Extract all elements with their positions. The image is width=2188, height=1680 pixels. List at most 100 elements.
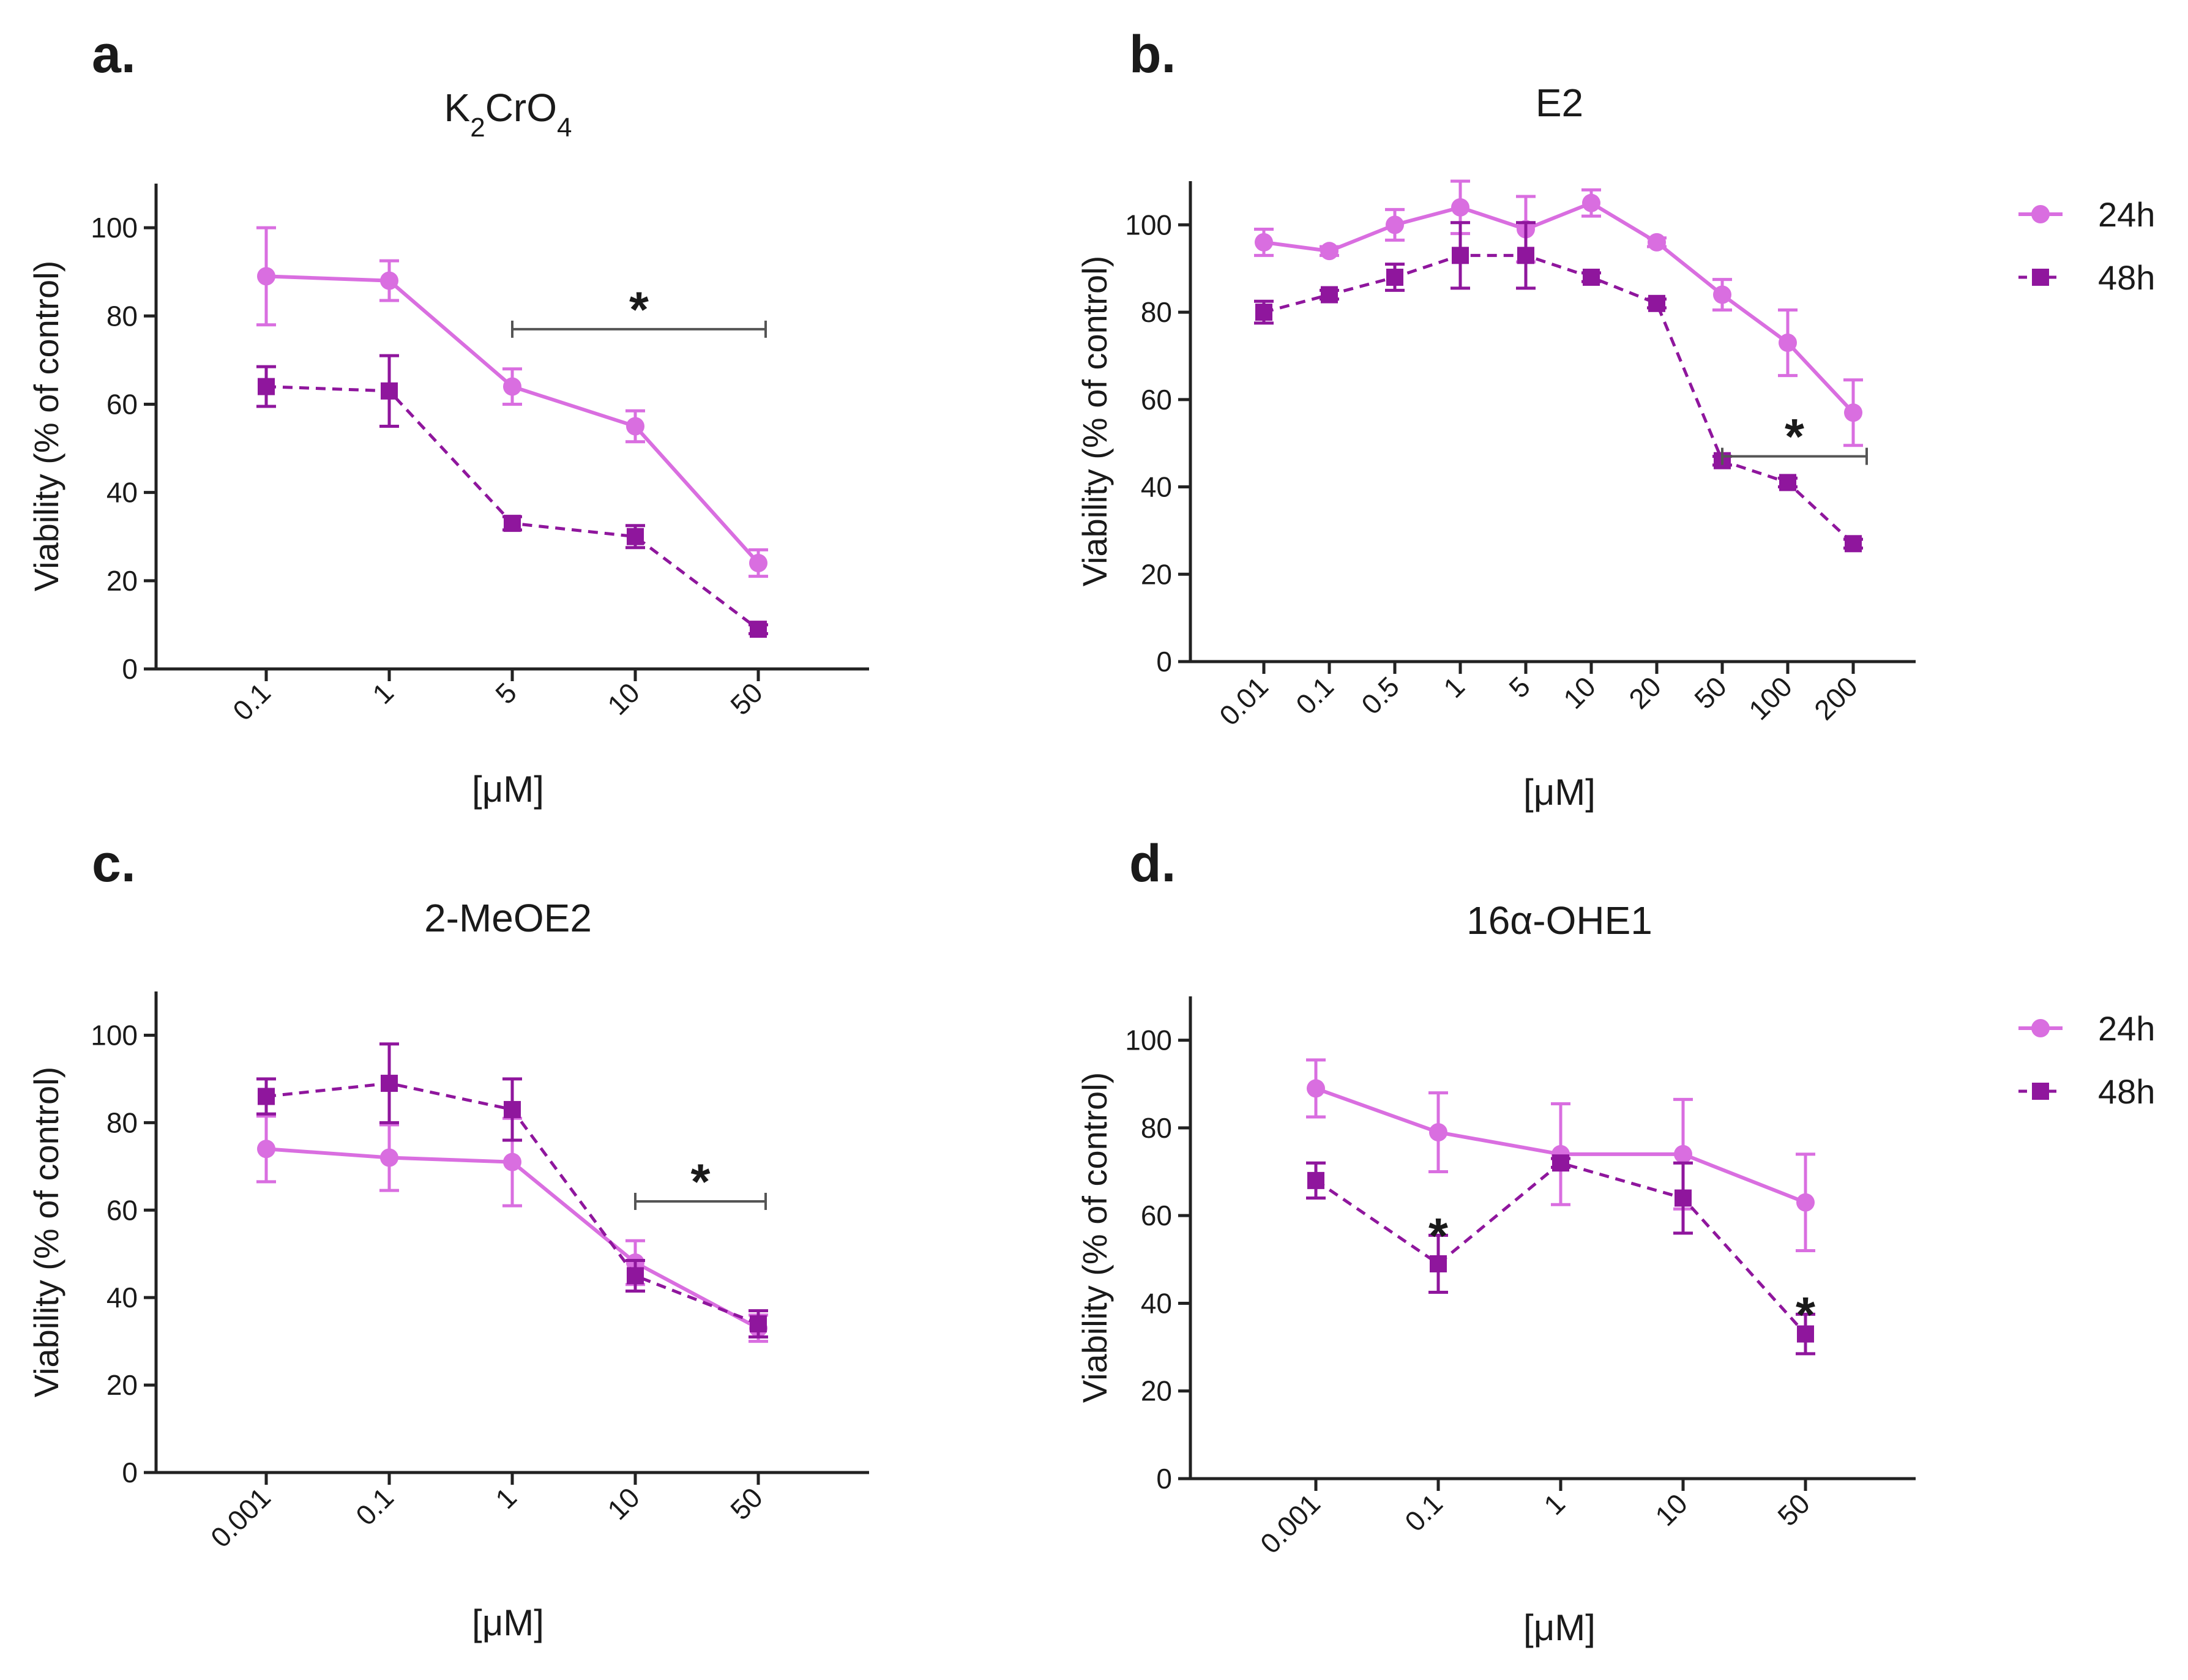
y-tick-label: 0 (1156, 1463, 1172, 1495)
data-point-24h (626, 417, 644, 436)
data-point-24h (749, 553, 767, 572)
y-tick-label: 60 (1141, 1200, 1172, 1231)
data-point-48h (258, 1088, 275, 1105)
series-line-24h (1263, 201, 1855, 414)
panel-title: 2-MeOE2 (424, 896, 592, 940)
data-point-24h (1429, 1123, 1447, 1142)
x-tick-label: 5 (489, 676, 523, 710)
legend-marker-24h (2031, 1019, 2050, 1037)
series-line-48h (1263, 253, 1854, 545)
y-axis-label: Viability (% of control) (1075, 1072, 1114, 1403)
y-tick-label: 40 (1141, 1287, 1172, 1319)
panel-d: d. 16α-OHE1 0 20 40 60 80 100 0.001 0.1 1 10 50 Viabi… (1075, 834, 1916, 1648)
data-point-48h (1675, 1189, 1692, 1207)
y-tick-label: 60 (106, 388, 138, 420)
x-tick-label: 1 (489, 1481, 523, 1515)
x-tick-label: 0.001 (204, 1481, 277, 1553)
legend-label-48h: 48h (2098, 1072, 2155, 1111)
data-point-24h (1451, 198, 1469, 217)
significance-star: * (1785, 409, 1804, 465)
y-tick-label: 80 (1141, 1112, 1172, 1144)
y-axis-label: Viability (% of control) (27, 1067, 65, 1398)
data-point-24h (1844, 403, 1862, 422)
panel-label: c. (92, 834, 136, 893)
data-point-48h (1307, 1171, 1324, 1189)
x-tick-label: 0.1 (349, 1481, 400, 1531)
y-tick-label: 80 (106, 300, 138, 332)
data-point-48h (1321, 286, 1338, 304)
legend-marker-24h (2031, 205, 2050, 223)
data-point-24h (1582, 193, 1600, 212)
panel-a: a. K2CrO4 0 20 40 60 80 100 0.1 1 5 10 50 Viability (… (27, 25, 869, 810)
data-point-24h (1255, 233, 1273, 252)
x-tick-label: 10 (601, 676, 646, 721)
panel-title: E2 (1536, 81, 1583, 125)
data-point-48h (1430, 1255, 1447, 1272)
series-line-48h (266, 385, 760, 631)
y-tick-label: 100 (91, 1019, 138, 1051)
data-point-48h (750, 1315, 767, 1333)
data-point-24h (1307, 1079, 1325, 1098)
data-point-24h (380, 1148, 398, 1167)
panel-c: c. 2-MeOE2 0 20 40 60 80 100 0.001 0.1 1 10 50 Viabil… (27, 834, 869, 1643)
y-tick-label: 100 (1125, 1025, 1172, 1056)
data-point-48h (1517, 247, 1534, 264)
x-tick-label: 10 (601, 1481, 646, 1526)
data-point-48h (1552, 1154, 1569, 1172)
legend-label-48h: 48h (2098, 258, 2155, 297)
data-point-48h (1583, 269, 1600, 286)
legend-marker-48h (2032, 269, 2049, 286)
x-tick-label: 10 (1557, 670, 1602, 715)
x-tick-label: 10 (1649, 1487, 1693, 1532)
x-tick-label: 0.001 (1254, 1487, 1326, 1559)
data-point-48h (504, 1100, 521, 1118)
x-tick-label: 1 (366, 676, 400, 710)
y-tick-label: 40 (1141, 471, 1172, 503)
data-point-48h (1386, 269, 1403, 286)
x-tick-label: 0.1 (226, 676, 277, 726)
legend: 24h 48h (2018, 1009, 2155, 1111)
y-tick-label: 80 (1141, 296, 1172, 328)
y-tick-label: 60 (1141, 384, 1172, 416)
y-tick-label: 100 (1125, 209, 1172, 241)
panel-title: 16α-OHE1 (1466, 898, 1652, 943)
x-axis-label: [μM] (1523, 1607, 1596, 1648)
legend-label-24h: 24h (2098, 195, 2155, 234)
data-point-48h (1845, 535, 1862, 553)
x-axis-label: [μM] (1523, 772, 1596, 813)
data-point-48h (750, 621, 767, 638)
data-point-24h (257, 1140, 275, 1159)
x-tick-label: 1 (1437, 670, 1471, 704)
y-tick-label: 20 (1141, 1375, 1172, 1407)
x-tick-label: 200 (1808, 670, 1864, 726)
data-point-24h (1779, 334, 1797, 353)
x-tick-label: 50 (1771, 1487, 1816, 1532)
x-tick-label: 50 (1688, 670, 1733, 715)
significance-star: * (1796, 1288, 1815, 1343)
data-point-48h (258, 378, 275, 395)
x-tick-label: 1 (1537, 1487, 1571, 1521)
data-point-48h (627, 1267, 644, 1285)
data-point-24h (1674, 1144, 1692, 1163)
data-point-24h (380, 271, 398, 290)
panel-title: K2CrO4 (444, 86, 572, 143)
y-tick-label: 0 (122, 653, 138, 685)
data-point-48h (1255, 304, 1272, 321)
data-point-24h (1796, 1193, 1815, 1212)
data-point-48h (1779, 474, 1796, 491)
data-point-24h (1713, 285, 1731, 304)
x-tick-label: 0.1 (1398, 1487, 1449, 1537)
y-tick-label: 20 (1141, 558, 1172, 590)
data-point-48h (381, 1075, 398, 1092)
y-tick-label: 40 (106, 1282, 138, 1313)
data-point-24h (503, 1152, 521, 1171)
y-tick-label: 80 (106, 1107, 138, 1138)
data-point-24h (1320, 242, 1339, 261)
legend-label-24h: 24h (2098, 1009, 2155, 1048)
data-point-48h (627, 528, 644, 545)
x-tick-label: 5 (1503, 670, 1536, 704)
y-axis-label: Viability (% of control) (1075, 256, 1114, 587)
panel-label: d. (1129, 834, 1176, 893)
y-tick-label: 60 (106, 1194, 138, 1226)
y-tick-label: 20 (106, 1369, 138, 1401)
